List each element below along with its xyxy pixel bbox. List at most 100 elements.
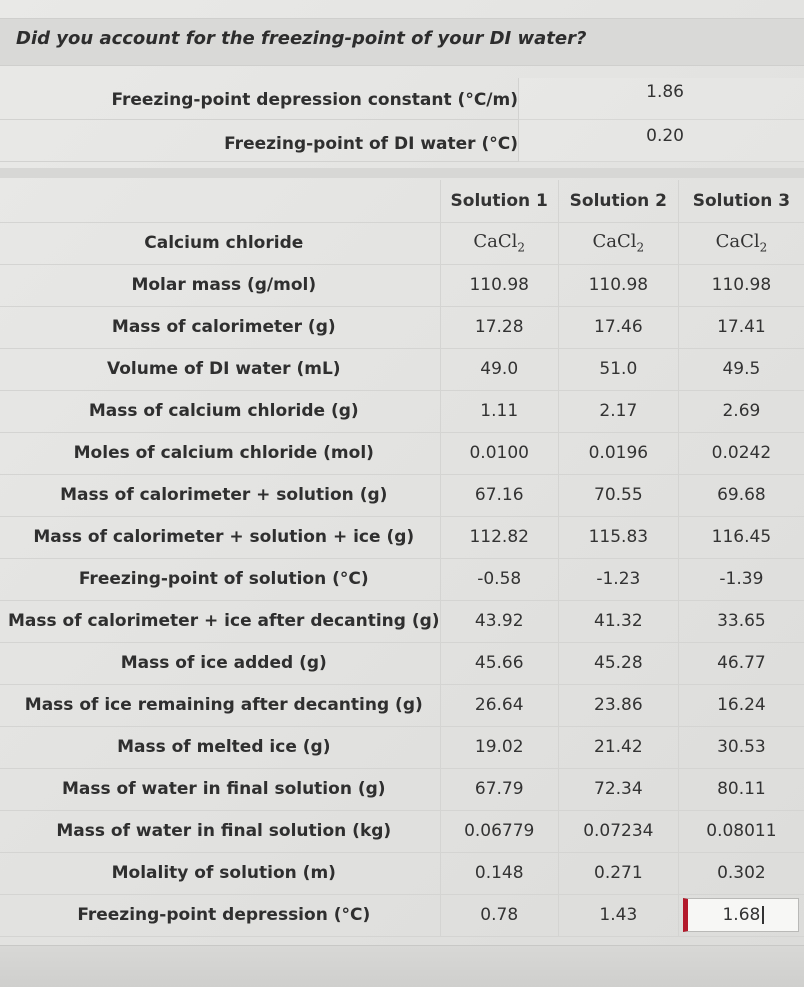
value-cell-solution-3: 30.53 (677, 726, 804, 769)
table-row: Mass of melted ice (g) 19.02 21.42 30.53 (0, 726, 804, 769)
row-label: Molality of solution (m) (0, 852, 441, 895)
row-label: Mass of water in final solution (kg) (0, 810, 441, 853)
table-row: Freezing-point of solution (°C) -0.58 -1.2… (0, 558, 804, 601)
value-cell-solution-2: 41.32 (557, 600, 679, 643)
header-row: Solution 1 Solution 2 Solution 3 (0, 180, 804, 223)
value-cell-solution-3: 0.0242 (677, 432, 804, 475)
header-blank (0, 180, 441, 223)
value-cell-solution-1: 26.64 (439, 684, 559, 727)
constant-value-cell (518, 78, 804, 120)
value-cell-solution-2: 51.0 (557, 348, 679, 391)
value-cell-solution-3: 17.41 (677, 306, 804, 349)
table-row-formula: Calcium chloride CaCl2 CaCl2 CaCl2 (0, 222, 804, 265)
question-text: Did you account for the freezing-point o… (16, 28, 587, 49)
bottom-band (0, 945, 804, 987)
input-value: 1.68 (722, 905, 761, 925)
value-cell-solution-1: 17.28 (439, 306, 559, 349)
value-cell-solution-1: 1.11 (439, 390, 559, 433)
row-label: Mass of calorimeter + solution + ice (g) (0, 516, 441, 559)
table-row: Moles of calcium chloride (mol) 0.0100 0.0… (0, 432, 804, 475)
value-cell-solution-2: 70.55 (557, 474, 679, 517)
row-label: Freezing-point of solution (°C) (0, 558, 441, 601)
value-cell-solution-2: 0.0196 (557, 432, 679, 475)
row-label: Mass of calcium chloride (g) (0, 390, 441, 433)
value-cell-solution-3: 49.5 (677, 348, 804, 391)
table-row: Mass of calorimeter (g) 17.28 17.46 17.41 (0, 306, 804, 349)
value-cell-solution-3: 0.302 (677, 852, 804, 895)
row-label: Mass of melted ice (g) (0, 726, 441, 769)
formula-cell: CaCl2 (439, 222, 559, 265)
value-cell-solution-1: 0.78 (439, 894, 559, 937)
row-label: Mass of calorimeter + solution (g) (0, 474, 441, 517)
constant-value: 1.86 (646, 82, 684, 102)
table-row: Molality of solution (m) 0.148 0.271 0.302 (0, 852, 804, 895)
value-cell-solution-3: 46.77 (677, 642, 804, 685)
value-cell-solution-1: 49.0 (439, 348, 559, 391)
value-cell-solution-2: 21.42 (557, 726, 679, 769)
value-cell-solution-1: -0.58 (439, 558, 559, 601)
value-cell-solution-2: 23.86 (557, 684, 679, 727)
formula-cell: CaCl2 (677, 222, 804, 265)
value-cell-solution-2: 17.46 (557, 306, 679, 349)
constant-value: 0.20 (646, 126, 684, 146)
column-header-solution-2: Solution 2 (557, 180, 679, 223)
value-cell-solution-1: 0.06779 (439, 810, 559, 853)
row-label: Mass of calorimeter + ice after decantin… (0, 600, 441, 643)
row-label: Calcium chloride (0, 222, 441, 265)
value-cell-solution-3: 0.08011 (677, 810, 804, 853)
text-cursor-icon (762, 906, 765, 924)
value-cell-solution-1: 112.82 (439, 516, 559, 559)
table-row: Mass of ice remaining after decanting (g… (0, 684, 804, 727)
column-header-solution-3: Solution 3 (677, 180, 804, 223)
value-cell-solution-3: 116.45 (677, 516, 804, 559)
table-row: Mass of water in final solution (g) 67.79… (0, 768, 804, 811)
table-row: Volume of DI water (mL) 49.0 51.0 49.5 (0, 348, 804, 391)
value-cell-solution-3: 69.68 (677, 474, 804, 517)
constant-row-kf: Freezing-point depression constant (°C/m… (0, 78, 804, 120)
value-cell-solution-2: 0.271 (557, 852, 679, 895)
value-cell-solution-1: 19.02 (439, 726, 559, 769)
input-cell-solution-3: 1.68 (677, 894, 804, 937)
value-cell-solution-1: 45.66 (439, 642, 559, 685)
value-cell-solution-3: 2.69 (677, 390, 804, 433)
formula-cell: CaCl2 (557, 222, 679, 265)
value-cell-solution-2: 45.28 (557, 642, 679, 685)
constant-label: Freezing-point of DI water (°C) (224, 134, 518, 154)
table-row: Mass of calorimeter + solution + ice (g)… (0, 516, 804, 559)
constant-row-di-freezing-point: Freezing-point of DI water (°C) 0.20 (0, 120, 804, 162)
constant-value-cell (518, 120, 804, 162)
table-row: Molar mass (g/mol) 110.98 110.98 110.98 (0, 264, 804, 307)
value-cell-solution-2: 110.98 (557, 264, 679, 307)
value-cell-solution-1: 110.98 (439, 264, 559, 307)
row-label: Mass of ice added (g) (0, 642, 441, 685)
value-cell-solution-1: 43.92 (439, 600, 559, 643)
table-row: Mass of ice added (g) 45.66 45.28 46.77 (0, 642, 804, 685)
row-label: Mass of water in final solution (g) (0, 768, 441, 811)
constant-label: Freezing-point depression constant (°C/m… (111, 90, 518, 110)
value-cell-solution-2: 0.07234 (557, 810, 679, 853)
value-cell-solution-2: 115.83 (557, 516, 679, 559)
row-label: Molar mass (g/mol) (0, 264, 441, 307)
table-row-freezing-point-depression: Freezing-point depression (°C) 0.78 1.43 1.… (0, 894, 804, 937)
table-row: Mass of calcium chloride (g) 1.11 2.17 2.69 (0, 390, 804, 433)
value-cell-solution-3: -1.39 (677, 558, 804, 601)
column-header-solution-1: Solution 1 (439, 180, 559, 223)
row-label: Moles of calcium chloride (mol) (0, 432, 441, 475)
value-cell-solution-3: 16.24 (677, 684, 804, 727)
value-cell-solution-3: 33.65 (677, 600, 804, 643)
table-row: Mass of water in final solution (kg) 0.06… (0, 810, 804, 853)
row-label: Freezing-point depression (°C) (0, 894, 441, 937)
question-bar (0, 18, 804, 66)
freezing-point-depression-input[interactable]: 1.68 (683, 898, 800, 932)
row-label: Mass of calorimeter (g) (0, 306, 441, 349)
table-row: Mass of calorimeter + ice after decantin… (0, 600, 804, 643)
value-cell-solution-3: 80.11 (677, 768, 804, 811)
value-cell-solution-2: 1.43 (557, 894, 679, 937)
value-cell-solution-2: 72.34 (557, 768, 679, 811)
data-table: Solution 1 Solution 2 Solution 3 Calcium… (0, 180, 804, 937)
value-cell-solution-2: -1.23 (557, 558, 679, 601)
value-cell-solution-1: 67.79 (439, 768, 559, 811)
row-label: Mass of ice remaining after decanting (g… (0, 684, 441, 727)
section-divider (0, 168, 804, 178)
row-label: Volume of DI water (mL) (0, 348, 441, 391)
